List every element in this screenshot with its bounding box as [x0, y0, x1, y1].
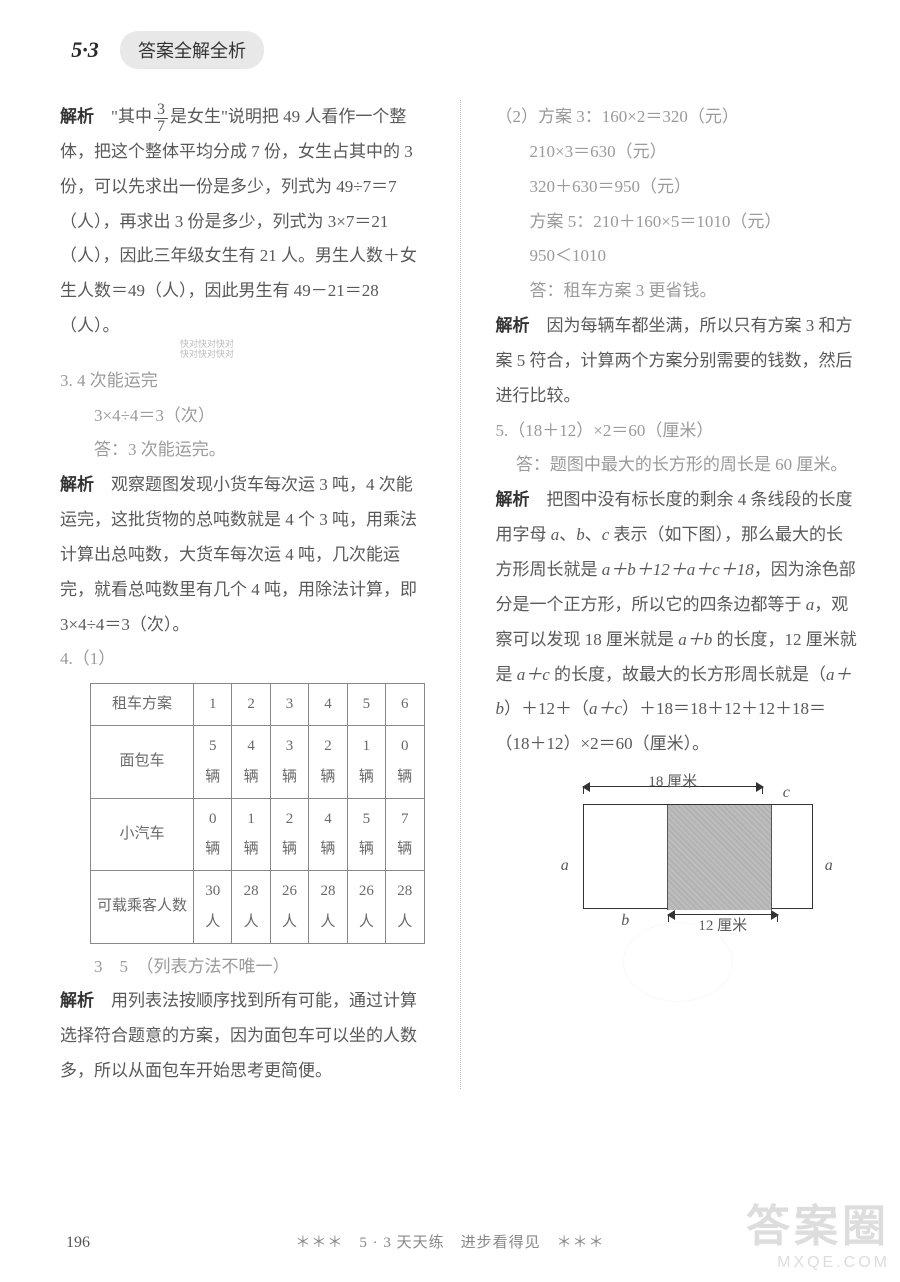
table-row: 可载乘客人数 30 人 28 人 26 人 28 人 26 人 28 人: [91, 871, 425, 944]
analysis-4-2-body: 因为每辆车都坐满，所以只有方案 3 和方案 5 符合，计算两个方案分别需要的钱数…: [496, 316, 853, 405]
q4-2-line5: 950＜1010: [496, 239, 861, 274]
brand-logo: 5·3: [60, 30, 110, 70]
q5-title: 5.（18＋12）×2＝60（厘米）: [496, 414, 861, 449]
label-a-right: a: [825, 850, 833, 883]
dim-label-18: 18 厘米: [583, 767, 763, 798]
right-column: （2）方案 3：160×2＝320（元） 210×3＝630（元） 320＋63…: [496, 100, 861, 1089]
analysis-4: 解析 用列表法按顺序找到所有可能，通过计算选择符合题意的方案，因为面包车可以坐的…: [60, 984, 425, 1089]
analysis-4-2: 解析 因为每辆车都坐满，所以只有方案 3 和方案 5 符合，计算两个方案分别需要…: [496, 309, 861, 414]
fraction-3-7: 37: [154, 102, 168, 135]
table-row: 小汽车 0 辆 1 辆 2 辆 4 辆 5 辆 7 辆: [91, 798, 425, 871]
analysis-4-body: 用列表法按顺序找到所有可能，通过计算选择符合题意的方案，因为面包车可以坐的人数多…: [60, 991, 417, 1080]
label-a-left: a: [561, 850, 569, 883]
corner-watermark: 答案圈 MXQE.COM: [746, 1190, 890, 1272]
q4-2-answer: 答：租车方案 3 更省钱。: [496, 274, 861, 309]
analysis-label: 解析: [496, 490, 530, 509]
outer-rectangle: [583, 804, 813, 909]
q3-calc: 3×4÷4＝3（次）: [60, 399, 425, 434]
q5-answer: 答：题图中最大的长方形的周长是 60 厘米。: [496, 448, 861, 483]
page-header: 5·3 答案全解全析: [60, 30, 860, 70]
q4-2-line2: 210×3＝630（元）: [496, 135, 861, 170]
analysis-1-a: "其中: [94, 107, 152, 126]
watermark-stamp-icon: [623, 922, 733, 1002]
q3-answer: 答：3 次能运完。: [60, 433, 425, 468]
shaded-square: [667, 805, 772, 910]
table-row: 面包车 5 辆 4 辆 3 辆 2 辆 1 辆 0 辆: [91, 726, 425, 799]
q4-2-line3: 320＋630＝950（元）: [496, 170, 861, 205]
analysis-label: 解析: [496, 316, 530, 335]
watermark-big: 答案圈: [746, 1190, 890, 1254]
two-column-layout: 解析 "其中37是女生"说明把 49 人看作一个整 体，把这个整体平均分成 7 …: [60, 100, 860, 1089]
analysis-1: 解析 "其中37是女生"说明把 49 人看作一个整: [60, 100, 425, 135]
q4-note: 3 5 （列表方法不唯一）: [60, 950, 425, 985]
page-root: 5·3 答案全解全析 解析 "其中37是女生"说明把 49 人看作一个整 体，把…: [0, 0, 900, 1282]
rectangle-diagram: 18 厘米 c a a b 12 厘米: [543, 782, 813, 933]
analysis-label: 解析: [60, 107, 94, 126]
q4-2-line1: （2）方案 3：160×2＝320（元）: [496, 100, 861, 135]
analysis-3: 解析 观察题图发现小货车每次运 3 吨，4 次能运完，这批货物的总吨数就是 4 …: [60, 468, 425, 642]
table-row: 租车方案 1 2 3 4 5 6: [91, 684, 425, 726]
q4-label: 4.（1）: [60, 642, 425, 677]
analysis-1-body: 体，把这个整体平均分成 7 份，女生占其中的 3 份，可以先求出一份是多少，列式…: [60, 135, 425, 344]
column-divider: [460, 100, 461, 1089]
diagram-top-dim: 18 厘米 c: [583, 782, 813, 804]
analysis-label: 解析: [60, 475, 94, 494]
q4-2-line4: 方案 5：210＋160×5＝1010（元）: [496, 205, 861, 240]
analysis-label: 解析: [60, 991, 94, 1010]
dim-line-18cm: 18 厘米: [583, 786, 763, 800]
watermark-small-url: MXQE.COM: [746, 1254, 890, 1272]
left-column: 解析 "其中37是女生"说明把 49 人看作一个整 体，把这个整体平均分成 7 …: [60, 100, 425, 1089]
header-title-badge: 答案全解全析: [120, 31, 264, 69]
watermark-small: 快对快对快对 快对快对快对: [180, 340, 425, 360]
analysis-1-c: 是女生"说明把 49 人看作一个整: [170, 107, 406, 126]
rental-plan-table: 租车方案 1 2 3 4 5 6 面包车 5 辆 4 辆 3 辆 2 辆 1 辆…: [90, 683, 425, 943]
q3-title: 3. 4 次能运完: [60, 364, 425, 399]
analysis-3-body: 观察题图发现小货车每次运 3 吨，4 次能运完，这批货物的总吨数就是 4 个 3…: [60, 475, 417, 633]
analysis-5: 解析 把图中没有标长度的剩余 4 条线段的长度用字母 a、b、c 表示（如下图）…: [496, 483, 861, 762]
